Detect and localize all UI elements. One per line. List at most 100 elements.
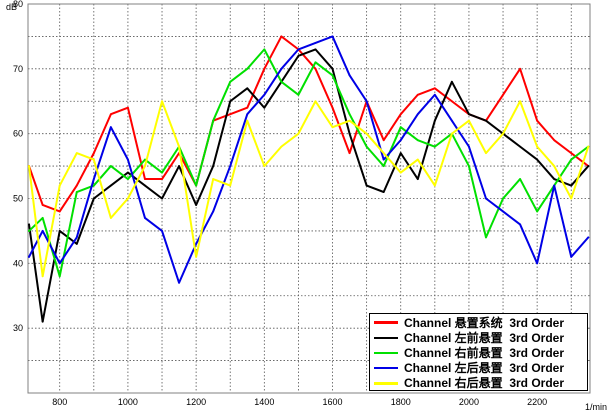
data-point xyxy=(41,275,44,278)
data-point xyxy=(348,119,351,122)
data-point xyxy=(570,255,573,258)
data-point xyxy=(519,145,521,148)
data-point xyxy=(41,217,44,219)
data-point xyxy=(161,178,163,180)
data-point xyxy=(382,139,385,142)
y-tick-label: 40 xyxy=(13,258,23,268)
data-point xyxy=(195,255,198,258)
data-point xyxy=(468,165,470,167)
data-point xyxy=(553,184,556,187)
series-2 xyxy=(28,48,590,278)
data-point xyxy=(263,106,266,109)
data-point xyxy=(144,178,146,180)
data-point xyxy=(195,184,198,187)
data-point xyxy=(246,119,249,122)
data-point xyxy=(144,158,146,161)
y-tick-label: 60 xyxy=(13,129,23,139)
data-point xyxy=(58,184,61,187)
grid xyxy=(28,3,590,393)
data-point xyxy=(75,242,78,245)
data-point xyxy=(468,145,470,148)
data-point xyxy=(229,80,232,83)
data-point xyxy=(58,275,61,278)
data-point xyxy=(92,197,95,200)
legend-label: Channel 左前悬置 3rd Order xyxy=(404,330,565,345)
legend-label: Channel 左后悬置 3rd Order xyxy=(404,361,565,376)
legend-swatch xyxy=(374,366,398,370)
series-line-4 xyxy=(28,100,590,278)
data-point xyxy=(314,61,317,64)
legend-swatch xyxy=(374,336,398,340)
data-point xyxy=(263,48,266,51)
legend-swatch xyxy=(374,351,398,355)
data-point xyxy=(127,178,129,180)
data-point xyxy=(41,230,44,232)
y-tick-label: 30 xyxy=(13,323,23,333)
x-tick-label: 1400 xyxy=(254,397,274,407)
data-point xyxy=(450,80,453,83)
data-point xyxy=(127,106,129,109)
data-point xyxy=(263,165,266,167)
y-tick-label: 50 xyxy=(13,194,23,204)
data-point xyxy=(41,204,44,206)
axis-ticks: 800 1000 1200 1400 1600 1800 2000 2200 30 40 50 60 7… xyxy=(13,0,547,407)
data-point xyxy=(382,152,385,155)
data-point xyxy=(246,87,249,90)
legend-label: Channel 悬置系统 3rd Order xyxy=(404,315,565,330)
data-point xyxy=(161,171,163,174)
data-point xyxy=(314,42,317,44)
data-point xyxy=(348,113,351,116)
data-point xyxy=(229,184,232,187)
data-point xyxy=(587,165,590,167)
data-point xyxy=(570,152,573,155)
data-point xyxy=(553,165,556,167)
legend-label: Channel 右后悬置 3rd Order xyxy=(404,376,565,391)
data-point xyxy=(502,132,504,135)
y-axis-label: dB xyxy=(6,2,17,12)
series-3 xyxy=(28,35,590,284)
data-point xyxy=(127,197,129,200)
data-point xyxy=(280,145,283,148)
data-point xyxy=(433,93,436,96)
data-point xyxy=(75,236,78,239)
data-point xyxy=(399,139,402,142)
data-point xyxy=(127,158,129,161)
data-point xyxy=(246,106,249,109)
x-axis-label: 1/min xyxy=(585,402,607,412)
data-point xyxy=(553,178,556,180)
data-point xyxy=(348,74,351,77)
data-point xyxy=(75,184,78,187)
data-point xyxy=(433,184,436,187)
data-point xyxy=(280,67,283,70)
data-point xyxy=(28,165,30,167)
data-point xyxy=(212,119,215,122)
data-point xyxy=(450,100,453,103)
data-point xyxy=(246,67,249,70)
series-group xyxy=(28,35,590,323)
data-point xyxy=(314,67,317,70)
data-point xyxy=(161,230,163,232)
data-point xyxy=(536,210,539,213)
data-point xyxy=(433,119,436,122)
data-point xyxy=(348,152,351,155)
data-point xyxy=(92,158,95,161)
data-point xyxy=(382,191,385,193)
data-point xyxy=(178,165,180,167)
data-point xyxy=(297,132,300,135)
series-line-1 xyxy=(28,48,590,323)
data-point xyxy=(161,197,163,200)
data-point xyxy=(28,230,30,232)
data-point xyxy=(58,230,61,232)
data-point xyxy=(365,132,368,135)
y-tick-label: 70 xyxy=(13,64,23,74)
data-point xyxy=(331,106,334,109)
data-point xyxy=(570,184,573,187)
data-point xyxy=(75,191,78,193)
data-point xyxy=(399,126,402,129)
series-4 xyxy=(28,100,590,278)
data-point xyxy=(229,100,232,103)
x-tick-label: 1200 xyxy=(186,397,206,407)
y-tick-label: 80 xyxy=(13,0,23,9)
data-point xyxy=(570,197,573,200)
data-point xyxy=(570,158,573,161)
